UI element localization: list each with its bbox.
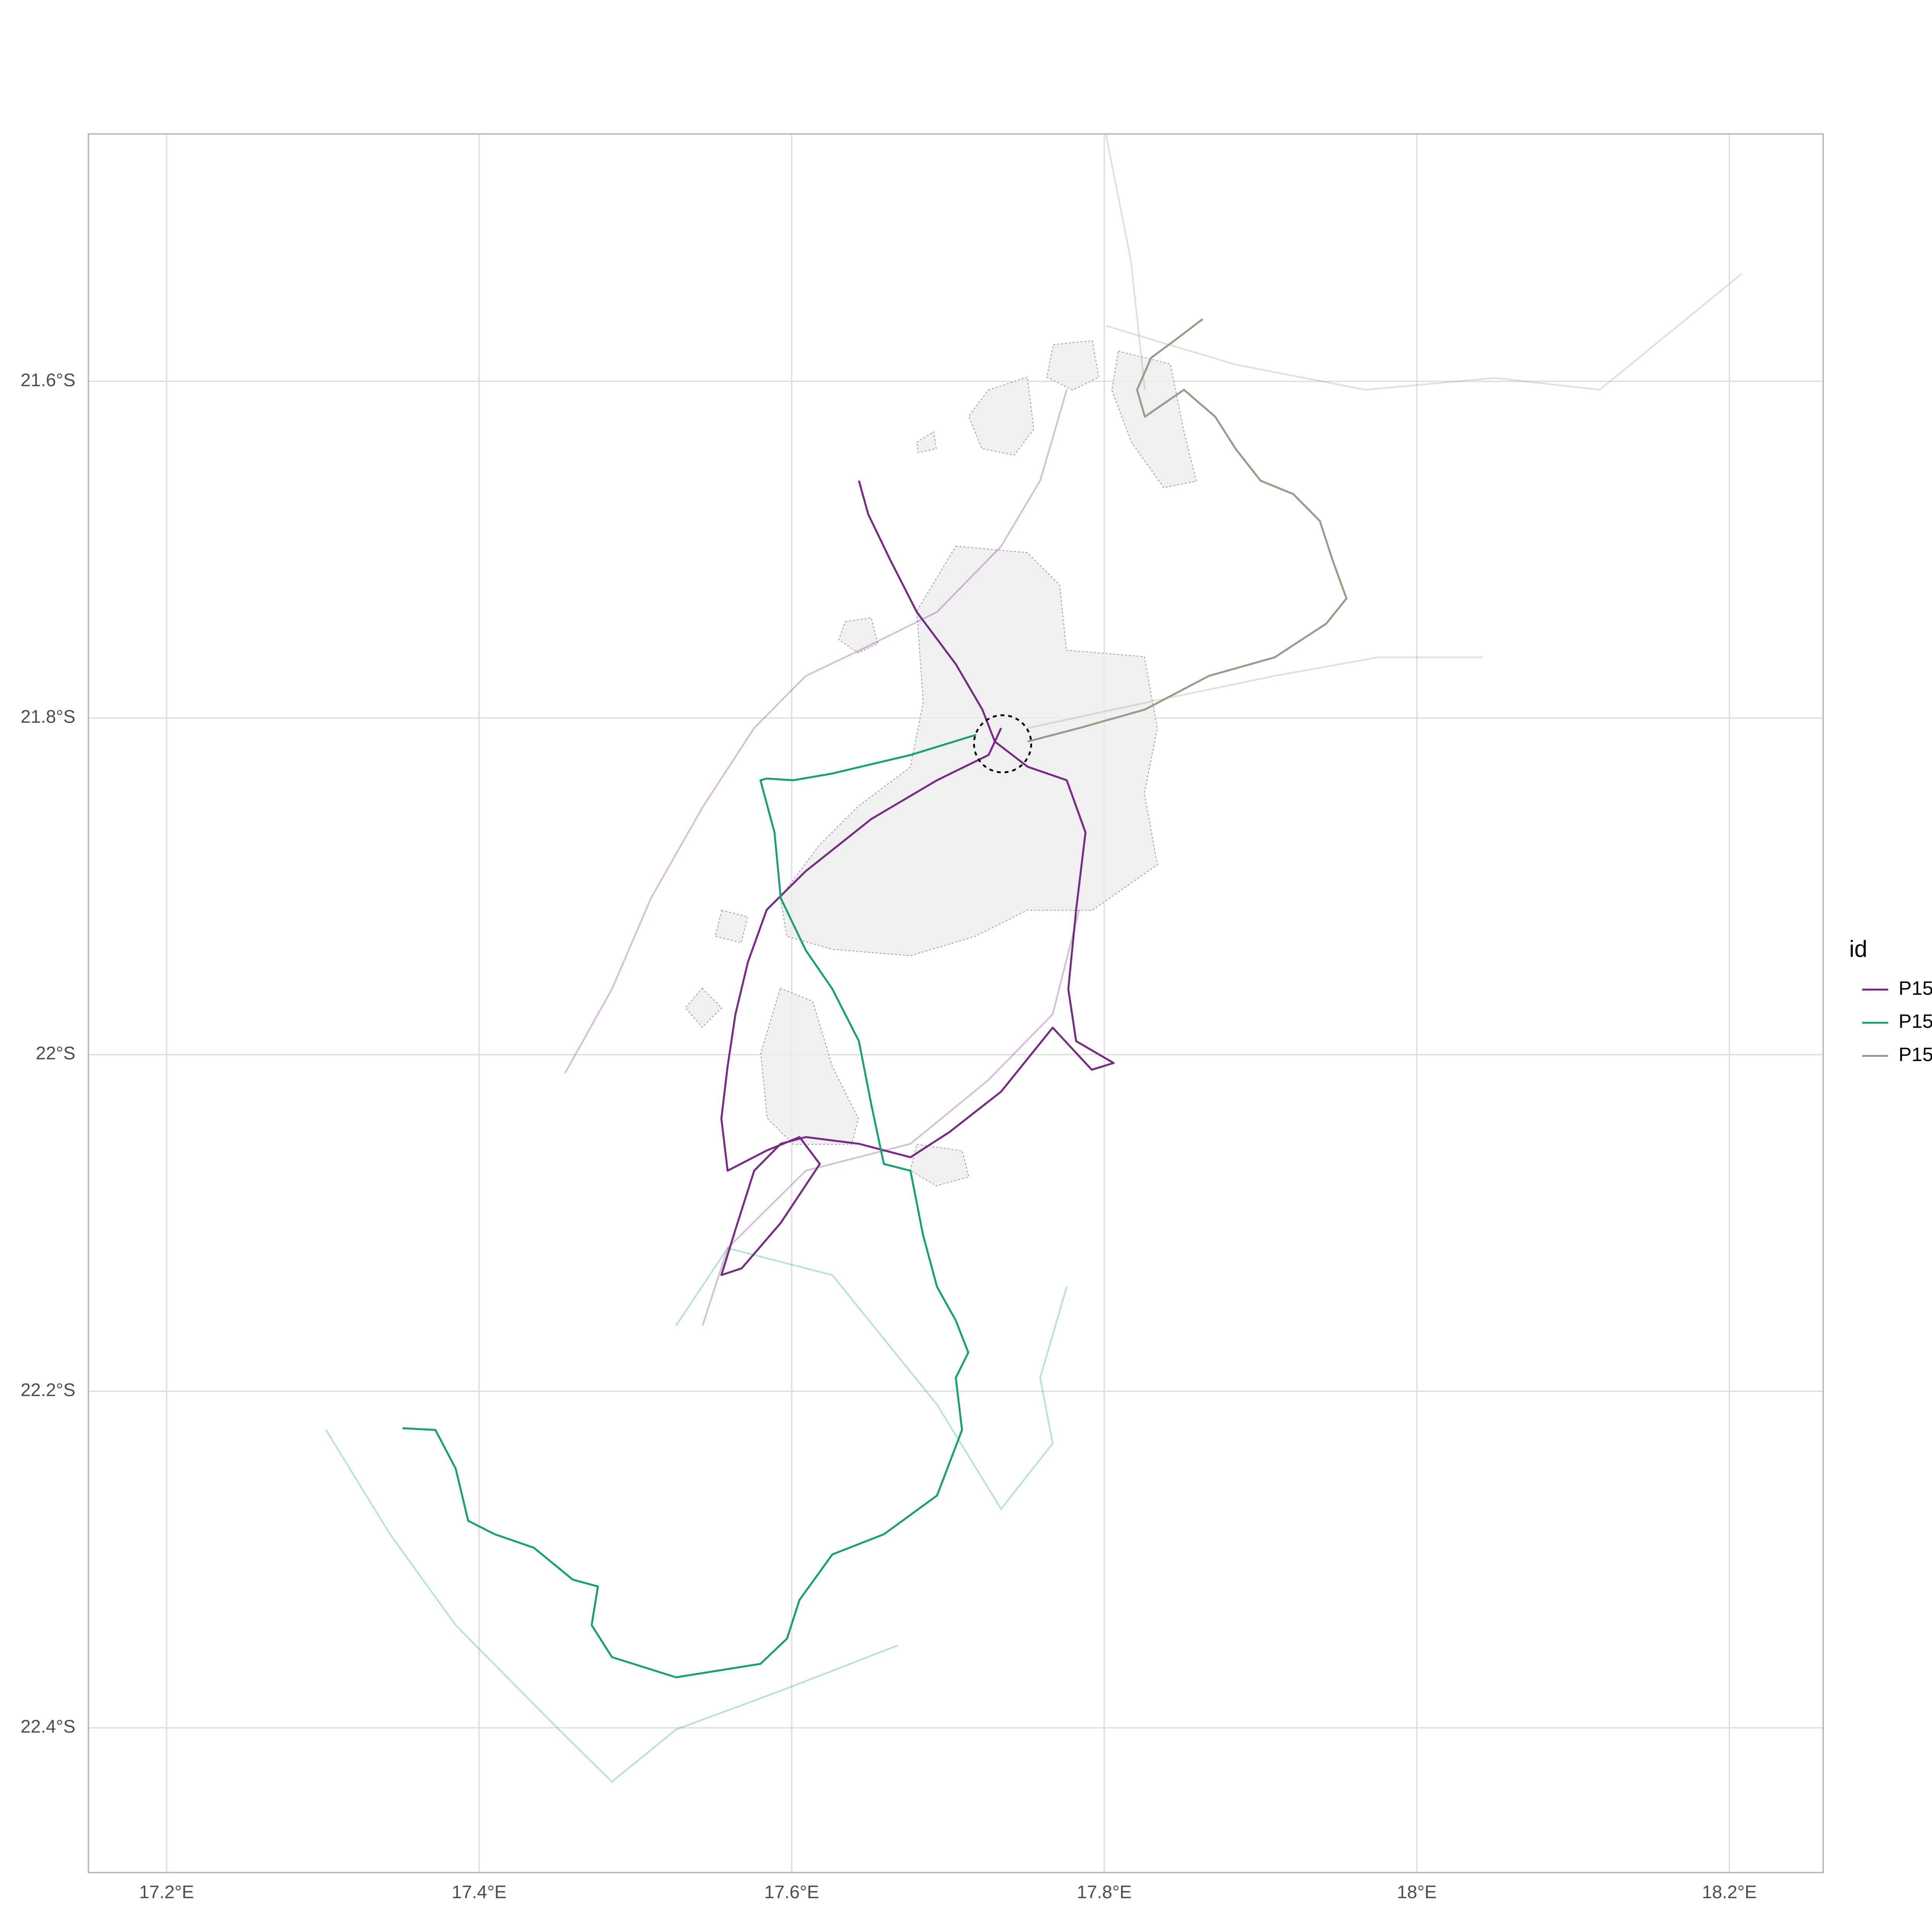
home-range: [760, 988, 859, 1145]
home-range: [910, 1144, 969, 1187]
track: [325, 1429, 898, 1783]
home-range: [916, 431, 937, 453]
grid: [88, 134, 1823, 1873]
legend-label: P153-7417: [1898, 1043, 1932, 1065]
home-range: [1046, 340, 1099, 391]
y-tick-label: 21.8°S: [20, 706, 75, 727]
x-tick-label: 17.6°E: [764, 1881, 819, 1902]
legend-title: id: [1849, 935, 1867, 962]
home-range: [685, 988, 723, 1028]
track: [402, 734, 976, 1679]
y-tick-label: 22.4°S: [20, 1716, 75, 1736]
track: [1027, 318, 1348, 743]
home-range: [780, 546, 1158, 956]
track: [1105, 134, 1146, 390]
home-range: [838, 617, 878, 653]
x-tick-label: 17.2°E: [139, 1881, 194, 1902]
x-tick-label: 17.8°E: [1077, 1881, 1132, 1902]
home-range: [714, 910, 748, 944]
panel-border: [88, 133, 1824, 1873]
legend-label: P151-5552: [1898, 977, 1932, 999]
track: [720, 480, 1115, 1276]
x-tick-label: 18°E: [1397, 1881, 1437, 1902]
home-ranges: [685, 340, 1197, 1187]
y-tick-label: 22.2°S: [20, 1379, 75, 1400]
track: [1105, 273, 1743, 391]
x-tick-label: 18.2°E: [1702, 1881, 1757, 1902]
y-tick-label: 22°S: [36, 1043, 76, 1063]
track: [675, 1247, 1068, 1510]
capture-site: [973, 714, 1032, 774]
track: [702, 910, 1080, 1326]
legend-label: P152-7077: [1898, 1010, 1932, 1032]
tracks: [325, 134, 1743, 1783]
x-tick-label: 17.4°E: [452, 1881, 507, 1902]
legend: P151-5552 P152-7077 P153-7417: [1862, 977, 1932, 1065]
home-range: [968, 376, 1034, 456]
track: [564, 389, 1068, 1074]
home-range: [1111, 350, 1197, 488]
y-tick-label: 21.6°S: [20, 369, 75, 390]
track: [1027, 656, 1483, 729]
